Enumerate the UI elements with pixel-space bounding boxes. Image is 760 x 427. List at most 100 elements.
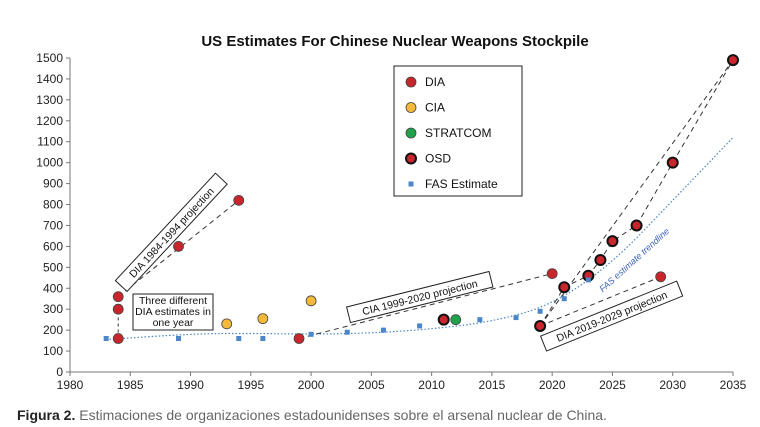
projection-label-dia-1984: DIA 1984-1994 projection bbox=[114, 172, 228, 293]
projection-label-cia-1999: CIA 1999-2020 projection bbox=[345, 270, 494, 324]
osd-point bbox=[437, 313, 450, 326]
y-tick-label: 1000 bbox=[36, 156, 63, 170]
x-tick-label: 1995 bbox=[237, 378, 264, 392]
y-tick-label: 1100 bbox=[37, 135, 63, 149]
data-points bbox=[103, 54, 739, 344]
y-tick-label: 1500 bbox=[36, 51, 63, 65]
dia-point bbox=[112, 333, 124, 344]
y-tick-label: 300 bbox=[43, 302, 63, 316]
fas-estimate-point bbox=[585, 277, 591, 283]
osd-point bbox=[558, 281, 571, 294]
legend-marker bbox=[405, 76, 417, 88]
fas-estimate-point bbox=[417, 323, 423, 329]
annotation-line: DIA estimates in bbox=[135, 306, 211, 318]
legend-marker bbox=[405, 102, 417, 113]
cia-point bbox=[257, 313, 269, 325]
projection-label-box bbox=[114, 172, 228, 293]
legend-marker bbox=[408, 181, 414, 187]
legend-item-stratcom: STRATCOM bbox=[405, 126, 491, 140]
y-tick-label: 500 bbox=[43, 260, 63, 274]
legend-item-cia: CIA bbox=[405, 101, 445, 115]
projection-label-text: DIA 1984-1994 projection bbox=[127, 185, 217, 280]
osd-point bbox=[666, 156, 679, 169]
projection-line bbox=[298, 273, 553, 339]
projection-label-text: CIA 1999-2020 projection bbox=[361, 278, 479, 318]
fas-estimate-point bbox=[513, 315, 519, 321]
caption-text: Estimaciones de organizaciones estadouni… bbox=[75, 407, 607, 423]
legend-item-osd: OSD bbox=[405, 152, 451, 166]
projection-label-box bbox=[345, 270, 494, 324]
annotation-line: one year bbox=[153, 317, 194, 329]
x-tick-label: 2015 bbox=[479, 378, 506, 392]
y-tick-label: 900 bbox=[43, 177, 63, 191]
cia-point bbox=[221, 318, 233, 330]
legend-label: STRATCOM bbox=[425, 126, 491, 140]
x-tick-label: 2025 bbox=[599, 378, 626, 392]
x-tick-label: 2000 bbox=[298, 378, 325, 392]
y-tick-label: 1300 bbox=[36, 93, 63, 107]
y-tick-label: 1400 bbox=[36, 72, 63, 86]
cia-point bbox=[305, 295, 317, 307]
osd-point bbox=[534, 319, 547, 332]
legend-item-fas-estimate: FAS Estimate bbox=[408, 177, 498, 191]
x-tick-label: 2020 bbox=[539, 378, 566, 392]
x-tick-label: 1990 bbox=[177, 378, 204, 392]
y-tick-label: 600 bbox=[43, 239, 63, 253]
x-tick-label: 2030 bbox=[659, 378, 686, 392]
annotation-line: Three different bbox=[139, 295, 207, 307]
legend-marker bbox=[405, 152, 417, 165]
osd-point bbox=[630, 219, 643, 232]
projection-line bbox=[539, 59, 734, 327]
y-tick-label: 200 bbox=[43, 323, 63, 337]
fas-trendline bbox=[106, 137, 734, 341]
legend-marker bbox=[405, 127, 417, 139]
y-tick-label: 1200 bbox=[36, 114, 63, 128]
stockpile-chart: US Estimates For Chinese Nuclear Weapons… bbox=[36, 33, 746, 392]
axes: 1980 1985 1990 1995 2000 2005 2010 2015 2020 2025… bbox=[36, 51, 746, 392]
trendline-label: FAS estimate trendline bbox=[597, 226, 671, 294]
caption-label: Figura 2. bbox=[17, 407, 76, 423]
fas-estimate-point bbox=[236, 336, 242, 342]
fas-estimate-point bbox=[103, 336, 109, 342]
osd-point bbox=[727, 54, 739, 67]
fas-estimate-point bbox=[537, 308, 543, 314]
dia-point bbox=[546, 268, 558, 280]
y-tick-label: 100 bbox=[43, 344, 63, 358]
fas-estimate-point bbox=[477, 317, 483, 323]
fas-estimate-point bbox=[561, 296, 567, 302]
y-tick-label: 700 bbox=[43, 218, 63, 232]
legend-label: FAS Estimate bbox=[425, 177, 498, 191]
osd-point bbox=[606, 235, 619, 248]
projection-line bbox=[117, 199, 240, 298]
osd-projection-line bbox=[539, 59, 734, 327]
legend-label: CIA bbox=[425, 101, 445, 115]
fas-estimate-point bbox=[260, 336, 266, 342]
osd-point bbox=[594, 254, 607, 267]
y-tick-label: 800 bbox=[43, 198, 63, 212]
fas-estimate-point bbox=[175, 336, 181, 342]
x-tick-label: 2005 bbox=[358, 378, 385, 392]
x-tick-label: 1985 bbox=[117, 378, 144, 392]
projection-label-box bbox=[539, 280, 684, 352]
y-tick-label: 0 bbox=[56, 365, 63, 379]
x-tick-label: 1980 bbox=[57, 378, 84, 392]
legend-label: DIA bbox=[425, 75, 445, 89]
stratcom-point bbox=[450, 314, 462, 326]
fas-estimate-point bbox=[344, 329, 350, 335]
chart-title: US Estimates For Chinese Nuclear Weapons… bbox=[201, 33, 588, 50]
dia-point bbox=[655, 271, 667, 283]
dia-point bbox=[233, 194, 245, 206]
y-tick-label: 400 bbox=[43, 281, 63, 295]
projection-line bbox=[539, 276, 661, 327]
dia-point bbox=[112, 291, 124, 303]
projection-label-text: DIA 2019-2029 projection bbox=[555, 289, 670, 345]
dia-point bbox=[112, 303, 124, 315]
x-tick-label: 2035 bbox=[720, 378, 747, 392]
fas-estimate-point bbox=[380, 327, 386, 333]
legend-label: OSD bbox=[425, 152, 451, 166]
legend: DIA CIA STRATCOM OSD FAS Estimate bbox=[393, 65, 523, 197]
fas-estimate-point bbox=[308, 331, 314, 337]
